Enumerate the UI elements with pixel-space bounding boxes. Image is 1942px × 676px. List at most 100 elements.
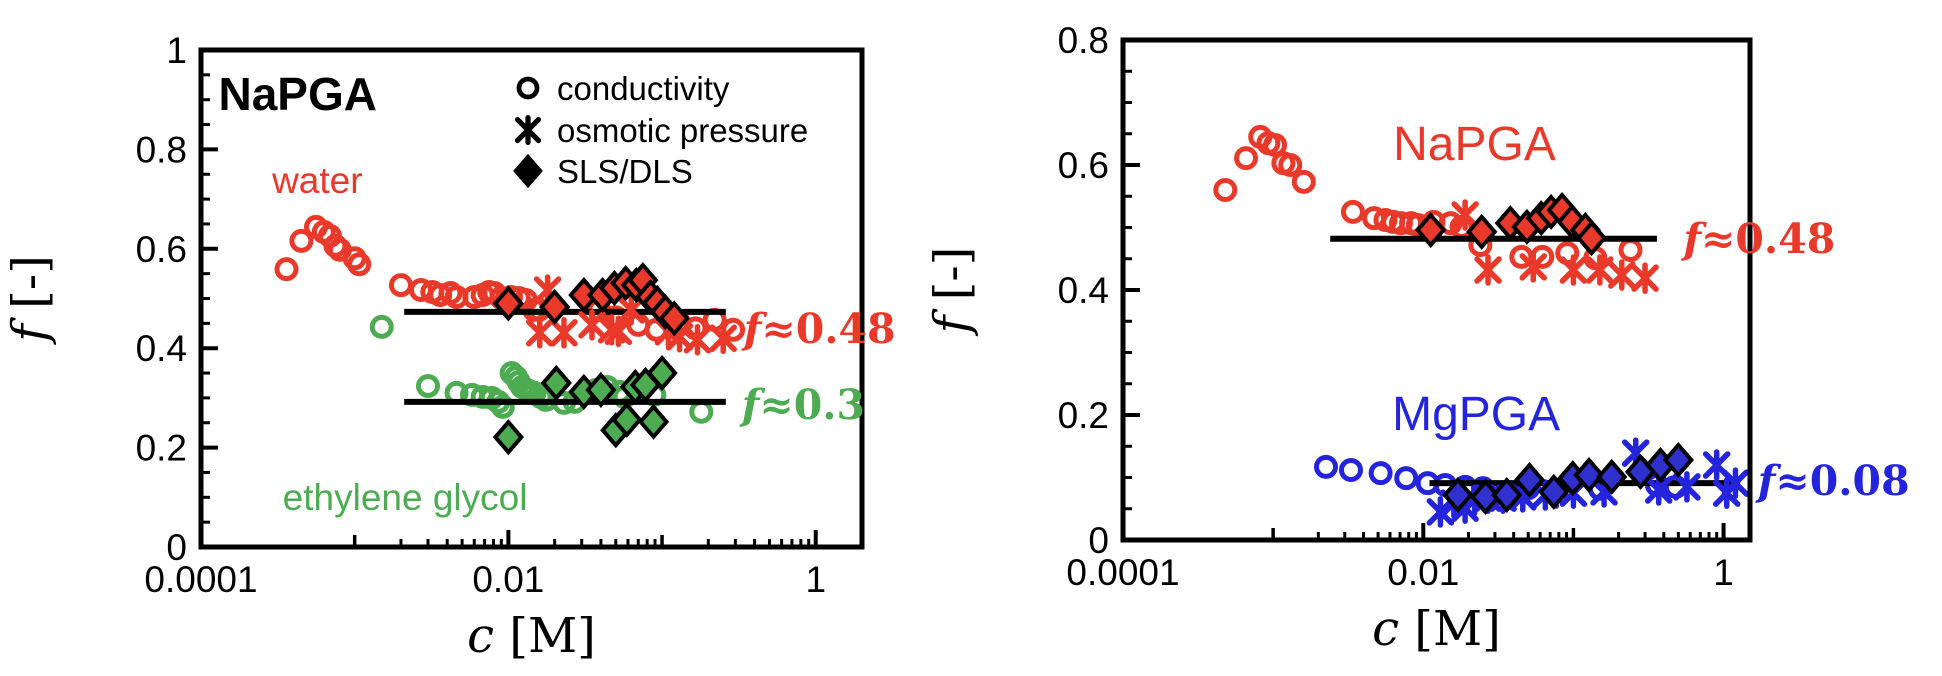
- annotation-left-2: ethylene glycol: [283, 477, 528, 518]
- data-point: [1559, 254, 1588, 286]
- data-point: [1662, 441, 1695, 479]
- data-point: [492, 419, 525, 456]
- data-point: [683, 324, 712, 356]
- legend: conductivity osmotic pressure SLS/DLS: [513, 70, 808, 190]
- x-axis-title: c [M]: [1372, 601, 1501, 657]
- chart-right-markers-over: [1415, 191, 1750, 528]
- x-tick-label: 1: [1713, 552, 1734, 593]
- y-axis-title: f [-]: [2, 255, 58, 345]
- annotation-left-0: NaPGA: [219, 68, 377, 120]
- chart-right: 0.0001 0.01 1 0 0.2 0.4 0.6 0.8 c [M] f [-] NaPGA M…: [924, 20, 1910, 657]
- data-point: [1491, 476, 1523, 514]
- data-point: [538, 288, 571, 326]
- y-tick-label: 0.8: [1058, 20, 1109, 61]
- data-point: [1340, 199, 1365, 224]
- chart-left-markers-over: [492, 262, 737, 456]
- series-napga-osmotic: [1451, 199, 1659, 294]
- y-tick-label: 0.2: [1058, 395, 1109, 436]
- data-point: [1673, 471, 1701, 503]
- x-tick-label: 0.0001: [144, 559, 257, 600]
- data-point: [1596, 458, 1628, 495]
- data-point: [323, 233, 348, 258]
- data-point: [1513, 461, 1546, 499]
- x-tick-label: 1: [805, 559, 826, 600]
- data-point: [1451, 199, 1479, 231]
- data-point: [1618, 238, 1643, 262]
- data-point: [1291, 169, 1316, 194]
- data-point: [550, 317, 578, 349]
- data-point: [689, 399, 714, 424]
- annotation-right-2: f≈0.48: [1680, 215, 1835, 263]
- y-tick-label: 0.8: [136, 129, 187, 170]
- annotation-right-1: MgPGA: [1392, 388, 1560, 441]
- data-point: [1644, 474, 1673, 506]
- y-tick-label: 0.4: [136, 328, 187, 369]
- data-point: [1213, 178, 1238, 202]
- data-point: [1368, 461, 1393, 486]
- data-point: [347, 252, 372, 277]
- x-axis-ticks: [1121, 523, 1726, 540]
- data-point: [1314, 454, 1339, 479]
- data-point: [1474, 254, 1502, 286]
- annotation-left-4: f≈0.3: [739, 381, 865, 429]
- data-point: [709, 322, 737, 355]
- data-point: [1394, 466, 1419, 491]
- annotation-right-3: f≈0.08: [1755, 457, 1910, 505]
- y-axis-ticks: [1123, 38, 1140, 542]
- data-point: [492, 285, 525, 322]
- data-point: [1575, 220, 1608, 257]
- x-axis-ticks: [199, 530, 818, 547]
- circle-legend-icon: [516, 76, 540, 100]
- data-point: [1426, 496, 1455, 528]
- data-point: [274, 257, 299, 282]
- data-point: [1519, 251, 1547, 283]
- diamond-legend-icon: [513, 153, 543, 189]
- data-point: [611, 401, 643, 438]
- x-tick-label: 0.01: [472, 559, 544, 600]
- data-point: [1234, 146, 1259, 171]
- data-point: [585, 371, 617, 409]
- data-point: [1586, 254, 1614, 286]
- series-mgpga-slsdls: [1442, 441, 1695, 515]
- series-eg-slsdls: [492, 354, 678, 456]
- x-axis-title: c [M]: [467, 608, 596, 664]
- y-tick-label: 0: [1088, 520, 1109, 561]
- legend-label-0: conductivity: [557, 70, 730, 107]
- data-point: [1538, 473, 1570, 510]
- data-point: [578, 309, 606, 341]
- asterisk-legend-icon: [514, 115, 542, 145]
- y-axis-ticks: [201, 48, 218, 549]
- data-point: [525, 317, 554, 349]
- x-tick-label: 0.0001: [1066, 552, 1179, 593]
- y-tick-label: 0.6: [136, 229, 187, 270]
- data-point: [617, 294, 645, 326]
- series-napga-slsdls: [1415, 191, 1608, 257]
- data-point: [646, 354, 678, 392]
- data-point: [289, 228, 314, 253]
- y-tick-label: 0: [166, 527, 187, 568]
- x-tick-label: 0.01: [1387, 552, 1459, 593]
- annotation-right-0: NaPGA: [1393, 118, 1556, 171]
- chart-left: 0.0001 0.01 1 0 0.2 0.4 0.6 0.8 1 c [M] f [-] NaPGA…: [2, 30, 896, 664]
- data-point: [1338, 458, 1363, 482]
- y-axis-title: f [-]: [924, 247, 980, 337]
- data-point: [1721, 467, 1750, 499]
- data-point: [1442, 476, 1474, 514]
- data-point: [1573, 456, 1605, 494]
- data-point: [369, 314, 394, 339]
- data-point: [490, 394, 515, 419]
- data-point: [1608, 259, 1636, 291]
- data-point: [1631, 262, 1659, 294]
- data-point: [388, 273, 413, 298]
- series-water-slsdls: [492, 262, 690, 337]
- chart-right-markers-under: [1213, 124, 1688, 501]
- legend-label-2: SLS/DLS: [557, 153, 693, 190]
- data-point: [1466, 213, 1498, 250]
- data-point: [1278, 153, 1303, 177]
- y-tick-label: 0.2: [136, 428, 187, 469]
- data-point: [658, 300, 690, 337]
- y-tick-label: 0.6: [1058, 145, 1109, 186]
- annotation-left-1: water: [271, 160, 362, 201]
- data-point: [637, 403, 670, 440]
